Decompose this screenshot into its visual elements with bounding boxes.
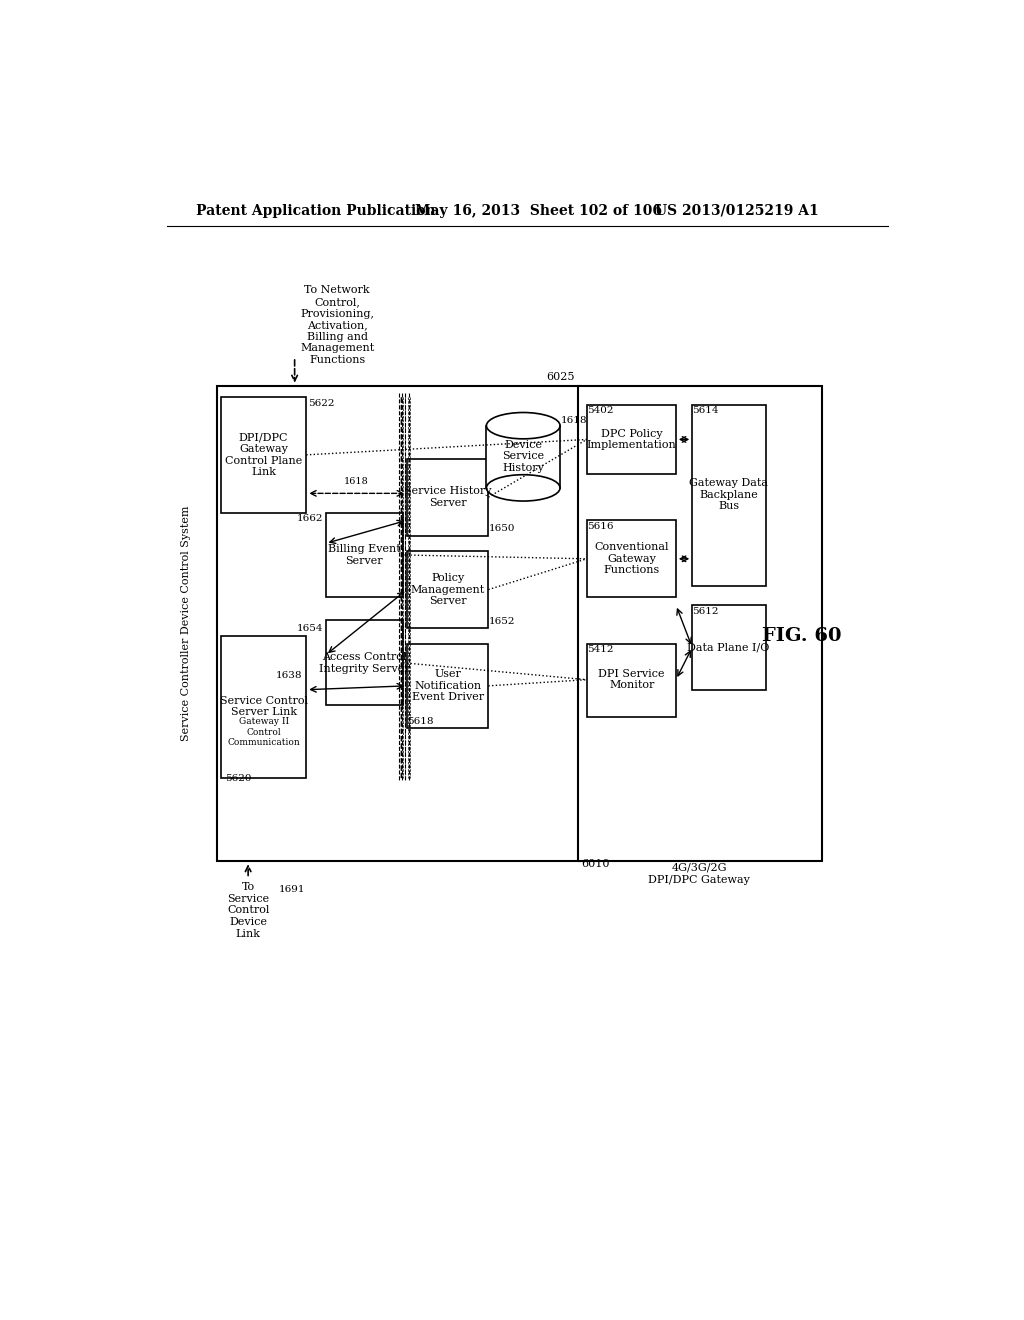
- Text: US 2013/0125219 A1: US 2013/0125219 A1: [655, 203, 819, 218]
- Bar: [221, 397, 306, 512]
- Text: Patent Application Publication: Patent Application Publication: [197, 203, 436, 218]
- Text: Service Controller Device Control System: Service Controller Device Control System: [181, 506, 191, 742]
- Text: DPI Service
Monitor: DPI Service Monitor: [598, 669, 665, 690]
- Text: Service Control
Server Link: Service Control Server Link: [219, 696, 307, 718]
- Bar: [217, 385, 580, 862]
- Text: DPC Policy
Implementation: DPC Policy Implementation: [587, 429, 677, 450]
- Text: Service History
Server: Service History Server: [404, 486, 492, 508]
- Text: DPI/DPC
Gateway
Control Plane
Link: DPI/DPC Gateway Control Plane Link: [225, 433, 302, 478]
- Text: May 16, 2013  Sheet 102 of 106: May 16, 2013 Sheet 102 of 106: [415, 203, 662, 218]
- Text: 5616: 5616: [587, 521, 613, 531]
- Bar: [587, 520, 676, 598]
- Text: Billing Event
Server: Billing Event Server: [328, 544, 400, 566]
- Bar: [407, 459, 488, 536]
- Text: Gateway Data
Backplane
Bus: Gateway Data Backplane Bus: [689, 478, 768, 511]
- Text: 1654: 1654: [297, 623, 324, 632]
- Text: 6010: 6010: [582, 859, 610, 869]
- Bar: [587, 405, 676, 474]
- Text: Conventional
Gateway
Functions: Conventional Gateway Functions: [595, 543, 669, 576]
- Bar: [407, 644, 488, 729]
- Text: 5412: 5412: [587, 645, 613, 653]
- Text: 4G/3G/2G
DPI/DPC Gateway: 4G/3G/2G DPI/DPC Gateway: [648, 863, 751, 884]
- Bar: [326, 620, 403, 705]
- Text: 5622: 5622: [308, 399, 334, 408]
- Text: Data Plane I/O: Data Plane I/O: [687, 643, 770, 652]
- Text: Access Control
Integrity Server: Access Control Integrity Server: [319, 652, 410, 673]
- Text: User
Notification
Event Driver: User Notification Event Driver: [412, 669, 484, 702]
- Text: 1691: 1691: [280, 884, 305, 894]
- Text: 1662: 1662: [297, 515, 324, 523]
- Text: 1650: 1650: [488, 524, 515, 533]
- Text: 6025: 6025: [546, 372, 574, 381]
- Text: 5620: 5620: [225, 775, 251, 783]
- Ellipse shape: [486, 475, 560, 502]
- Text: Device
Service
History: Device Service History: [502, 440, 545, 473]
- Text: 1618: 1618: [560, 416, 587, 425]
- Text: 5618: 5618: [407, 717, 433, 726]
- Text: Gateway II
Control
Communication: Gateway II Control Communication: [227, 717, 300, 747]
- Text: 5612: 5612: [692, 607, 719, 615]
- Bar: [587, 644, 676, 717]
- Text: FIG. 60: FIG. 60: [763, 627, 842, 644]
- Bar: [326, 512, 403, 598]
- Text: 5614: 5614: [692, 407, 719, 416]
- Text: 5402: 5402: [587, 407, 613, 416]
- Text: To
Service
Control
Device
Link: To Service Control Device Link: [227, 882, 269, 939]
- Text: Policy
Management
Server: Policy Management Server: [411, 573, 485, 606]
- Bar: [692, 405, 766, 586]
- Bar: [407, 552, 488, 628]
- Text: 1638: 1638: [275, 672, 302, 680]
- Bar: [578, 385, 821, 862]
- Text: To Network
Control,
Provisioning,
Activation,
Billing and
Management
Functions: To Network Control, Provisioning, Activa…: [300, 285, 375, 366]
- Bar: [692, 605, 766, 689]
- Text: 1618: 1618: [344, 478, 369, 486]
- Text: 1652: 1652: [488, 616, 515, 626]
- Bar: [486, 425, 560, 488]
- Bar: [221, 636, 306, 779]
- Ellipse shape: [486, 413, 560, 438]
